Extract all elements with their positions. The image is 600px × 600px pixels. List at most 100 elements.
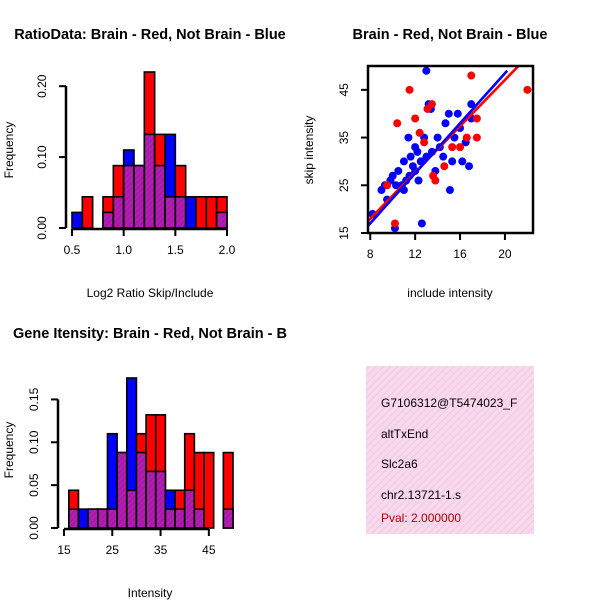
scatter-point-brain [393, 119, 402, 128]
scatter-point-not-brain [458, 157, 467, 166]
scatter-point-not-brain [439, 152, 448, 161]
ratio-histogram-y-tick-label: 0.20 [35, 74, 49, 98]
scatter-y-tick-label: 25 [337, 178, 351, 192]
ratio-histogram-bar-brain [205, 196, 218, 229]
scatter-x-tick-label: 16 [453, 247, 467, 261]
scatter-x-tick-label: 20 [498, 247, 512, 261]
intensity-histogram-bar-overlap [193, 508, 205, 529]
scatter-point-brain [440, 162, 449, 171]
ratio-histogram-bar-not-brain [184, 196, 197, 229]
ratio-histogram-x-tick-label: 0.5 [64, 243, 81, 257]
intensity-histogram-bar-overlap [135, 451, 147, 529]
ratio-histogram-bar-not-brain [71, 211, 84, 229]
intensity-histogram-bar-overlap [154, 470, 167, 529]
intensity-histogram-bar-not-brain [77, 508, 89, 529]
scatter-point-brain [405, 85, 414, 94]
intensity-histogram-ylabel: Frequency [2, 422, 16, 479]
scatter-xlabel: include intensity [407, 286, 492, 300]
ratio-histogram-bar-overlap [164, 196, 177, 229]
info-transcript: chr2.13721-1.s [381, 488, 461, 502]
scatter-y-tick-label: 45 [337, 83, 351, 97]
ratio-histogram-x-tick-label: 1.5 [167, 243, 184, 257]
intensity-histogram-panel: Gene Itensity: Brain - Red, Not Brain - … [2, 326, 287, 600]
scatter-plot-frame [366, 64, 535, 235]
ratio-histogram-bar-brain [81, 196, 94, 229]
ratio-histogram-xlabel: Log2 Ratio Skip/Include [87, 286, 214, 300]
ratio-histogram-bar-overlap [102, 211, 115, 229]
ratio-histogram-title: RatioData: Brain - Red, Not Brain - Blue [14, 27, 286, 43]
intensity-histogram-bar-overlap [183, 489, 196, 529]
scatter-ylabel: skip intensity [302, 116, 316, 185]
scatter-point-not-brain [388, 171, 397, 180]
scatter-point-not-brain [414, 176, 423, 185]
scatter-y-tick-label: 35 [337, 131, 351, 145]
info-box: G7106312@T5474023_F altTxEnd Slc2a6 chr2… [366, 366, 534, 534]
intensity-scatter-panel: Brain - Red, Not Brain - Blue include in… [302, 27, 547, 300]
scatter-point-brain [456, 143, 465, 152]
scatter-point-not-brain [404, 133, 413, 142]
intensity-histogram-bar-overlap [97, 508, 109, 529]
scatter-title: Brain - Red, Not Brain - Blue [353, 27, 548, 43]
intensity-histogram-bar-overlap [145, 470, 157, 529]
intensity-histogram-bar-overlap [222, 508, 234, 529]
intensity-histogram-bar-overlap [164, 508, 176, 529]
ratio-histogram-x-tick-label: 1.0 [115, 243, 132, 257]
scatter-y-tick-label: 15 [337, 226, 351, 240]
ratio-histogram-bar-overlap [112, 196, 125, 229]
scatter-point-not-brain [406, 152, 415, 161]
scatter-point-brain [472, 133, 481, 142]
scatter-point-brain [383, 181, 392, 190]
ratio-histogram-ylabel: Frequency [2, 122, 16, 179]
ratio-histogram-bar-overlap [143, 133, 156, 229]
intensity-histogram-xlabel: Intensity [128, 586, 173, 600]
scatter-point-brain [523, 85, 532, 94]
intensity-histogram-x-tick-label: 15 [57, 543, 71, 557]
intensity-histogram-bar-overlap [174, 508, 186, 529]
ratio-histogram-bar-overlap [215, 211, 228, 229]
scatter-point-not-brain [392, 181, 401, 190]
intensity-histogram-bar-overlap [106, 508, 118, 529]
scatter-point-brain [420, 138, 429, 147]
scatter-point-not-brain [394, 166, 403, 175]
scatter-point-brain [472, 114, 481, 123]
scatter-point-not-brain [467, 100, 476, 109]
scatter-point-brain [390, 219, 399, 228]
intensity-histogram-x-tick-label: 35 [154, 543, 168, 557]
info-box-background [366, 366, 534, 534]
scatter-point-brain [462, 133, 471, 142]
intensity-histogram-bar-brain [203, 451, 215, 529]
intensity-histogram-x-tick-label: 45 [202, 543, 216, 557]
ratio-histogram-bar-brain [195, 196, 208, 229]
ratio-histogram-y-tick-label: 0.10 [35, 145, 49, 169]
info-event-type: altTxEnd [381, 427, 428, 441]
scatter-point-not-brain [399, 157, 408, 166]
scatter-point-not-brain [441, 119, 450, 128]
scatter-point-brain [431, 176, 440, 185]
scatter-point-not-brain [433, 133, 442, 142]
ratio-histogram-bar-overlap [153, 164, 166, 229]
scatter-point-brain [467, 71, 476, 80]
scatter-point-brain [448, 143, 457, 152]
scatter-x-tick-label: 12 [408, 247, 422, 261]
intensity-histogram-y-tick-label: 0.15 [27, 387, 41, 411]
scatter-point-not-brain [465, 162, 474, 171]
intensity-histogram-y-tick-label: 0.05 [27, 473, 41, 497]
scatter-point-brain [415, 128, 424, 137]
scatter-point-not-brain [453, 109, 462, 118]
scatter-point-not-brain [448, 157, 457, 166]
intensity-histogram-y-tick-label: 0.10 [27, 430, 41, 454]
intensity-histogram-x-tick-label: 25 [106, 543, 120, 557]
scatter-point-not-brain [422, 66, 431, 75]
info-probe-id: G7106312@T5474023_F [381, 396, 517, 410]
scatter-point-not-brain [417, 219, 426, 228]
intensity-histogram-bar-overlap [87, 508, 99, 529]
ratio-histogram-x-tick-label: 2.0 [219, 243, 236, 257]
scatter-point-not-brain [413, 147, 422, 156]
ratio-histogram-bar-overlap [133, 164, 146, 229]
ratio-histogram-y-tick-label: 0.00 [35, 216, 49, 240]
scatter-point-brain [411, 114, 420, 123]
intensity-histogram-y-tick-label: 0.00 [27, 516, 41, 540]
ratio-histogram-bar-overlap [174, 196, 187, 229]
info-pval: Pval: 2.000000 [381, 511, 461, 525]
